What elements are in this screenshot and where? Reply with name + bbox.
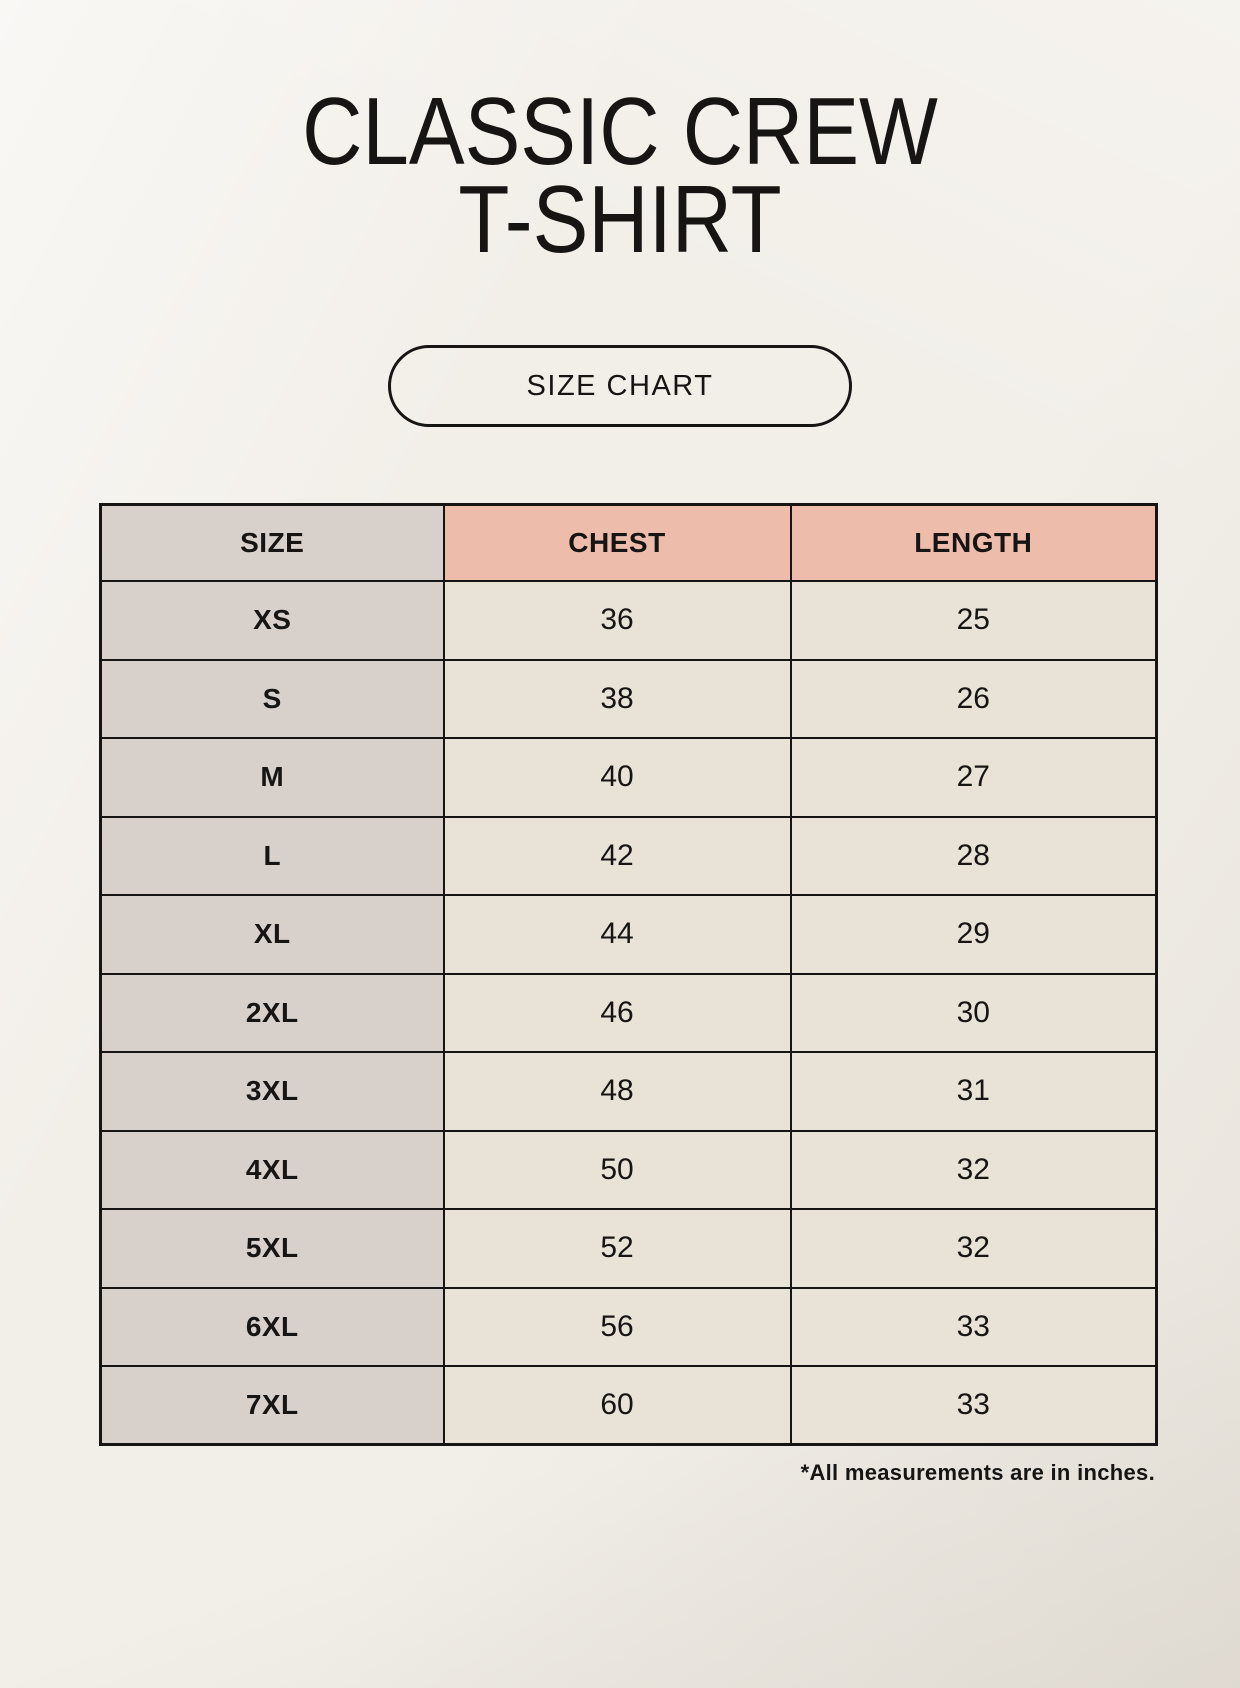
length-cell: 26 [789, 658, 1158, 740]
length-cell: 30 [789, 972, 1158, 1054]
length-cell: 33 [789, 1286, 1158, 1368]
chest-cell: 44 [442, 894, 792, 975]
table-row: 4XL 50 32 [99, 1129, 1158, 1211]
table-row: XS 36 25 [99, 580, 1158, 661]
chest-cell: 40 [442, 737, 792, 818]
size-chart-table: SIZE CHEST LENGTH XS 36 25 S 38 26 M 40 27 L 42 28 X… [99, 502, 1158, 1447]
column-header-length: LENGTH [789, 503, 1158, 583]
table-row: 3XL 48 31 [99, 1051, 1158, 1132]
chest-cell: 42 [442, 815, 792, 897]
page-title: CLASSIC CREW T-SHIRT [81, 78, 1160, 274]
chest-cell: 52 [442, 1208, 792, 1289]
chest-cell: 50 [442, 1129, 792, 1211]
chest-cell: 60 [442, 1365, 792, 1446]
column-header-chest: CHEST [442, 503, 792, 583]
table-row: 5XL 52 32 [99, 1208, 1158, 1289]
table-row: 2XL 46 30 [99, 972, 1158, 1054]
length-cell: 29 [789, 894, 1158, 975]
page-title-line2: T-SHIRT [458, 166, 782, 274]
size-cell: 3XL [99, 1051, 445, 1132]
length-cell: 31 [789, 1051, 1158, 1132]
size-cell: XS [99, 580, 445, 661]
table-row: 6XL 56 33 [99, 1286, 1158, 1368]
chest-cell: 48 [442, 1051, 792, 1132]
size-cell: S [99, 658, 445, 740]
length-cell: 27 [789, 737, 1158, 818]
table-row: S 38 26 [99, 658, 1158, 740]
size-table-header: SIZE CHEST LENGTH [99, 503, 1158, 583]
size-cell: L [99, 815, 445, 897]
size-cell: XL [99, 894, 445, 975]
size-cell: 4XL [99, 1129, 445, 1211]
chest-cell: 36 [442, 580, 792, 661]
size-table-body: XS 36 25 S 38 26 M 40 27 L 42 28 XL 44 29 2XL 46 30 3XL 48 3… [99, 580, 1158, 1446]
length-cell: 32 [789, 1129, 1158, 1211]
table-row: 7XL 60 33 [99, 1365, 1158, 1446]
table-row: L 42 28 [99, 815, 1158, 897]
size-chart-badge: SIZE CHART [388, 344, 852, 427]
chest-cell: 56 [442, 1286, 792, 1368]
length-cell: 25 [789, 580, 1158, 661]
size-cell: 7XL [99, 1365, 445, 1446]
column-header-size: SIZE [99, 503, 445, 583]
footnote: *All measurements are in inches. [800, 1460, 1155, 1486]
size-cell: 6XL [99, 1286, 445, 1368]
header-row: SIZE CHEST LENGTH [99, 503, 1158, 583]
size-cell: 5XL [99, 1208, 445, 1289]
length-cell: 32 [789, 1208, 1158, 1289]
length-cell: 33 [789, 1365, 1158, 1446]
chest-cell: 38 [442, 658, 792, 740]
length-cell: 28 [789, 815, 1158, 897]
chest-cell: 46 [442, 972, 792, 1054]
table-row: M 40 27 [99, 737, 1158, 818]
page-title-line1: CLASSIC CREW [302, 78, 938, 185]
size-cell: 2XL [99, 972, 445, 1054]
size-cell: M [99, 737, 445, 818]
table-row: XL 44 29 [99, 894, 1158, 975]
